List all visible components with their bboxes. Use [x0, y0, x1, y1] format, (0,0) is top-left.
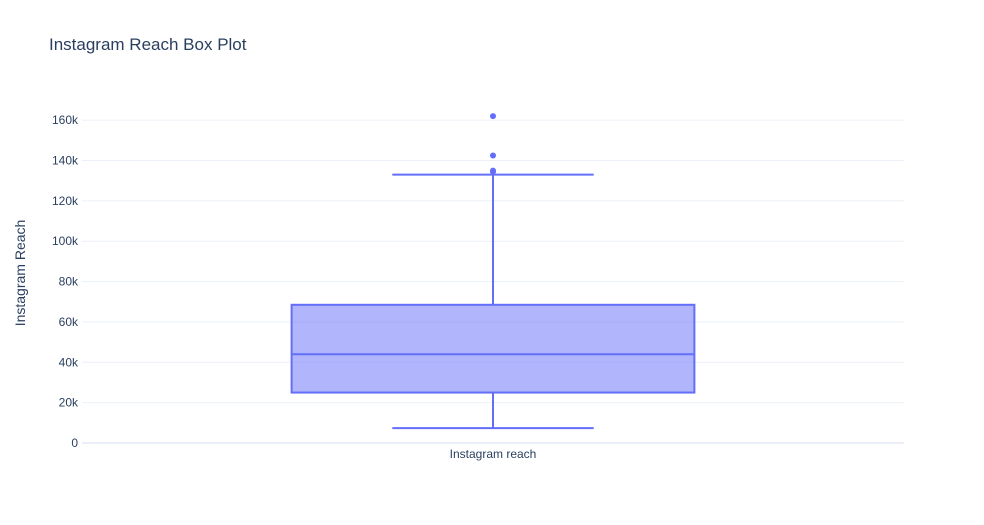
outlier-point[interactable] [490, 152, 496, 159]
y-tick-label: 100k [52, 234, 79, 248]
outlier-point[interactable] [490, 167, 496, 174]
chart-title: Instagram Reach Box Plot [49, 35, 247, 54]
outlier-point[interactable] [490, 113, 496, 120]
y-tick-label: 120k [52, 194, 79, 208]
box-series[interactable] [290, 113, 696, 430]
y-tick-label: 160k [52, 113, 79, 127]
x-axis-ticks: Instagram reach [450, 447, 537, 461]
y-tick-label: 20k [59, 396, 79, 410]
y-axis-ticks: 0 20k 40k 60k 80k 100k 120k 140k 160k [52, 113, 79, 450]
y-axis-title: Instagram Reach [12, 220, 28, 327]
interquartile-box[interactable] [290, 303, 696, 394]
y-tick-label: 80k [59, 275, 79, 289]
x-tick-label: Instagram reach [450, 447, 537, 461]
y-tick-label: 0 [71, 436, 78, 450]
y-tick-label: 140k [52, 154, 79, 168]
y-tick-label: 40k [59, 355, 79, 369]
y-tick-label: 60k [59, 315, 79, 329]
